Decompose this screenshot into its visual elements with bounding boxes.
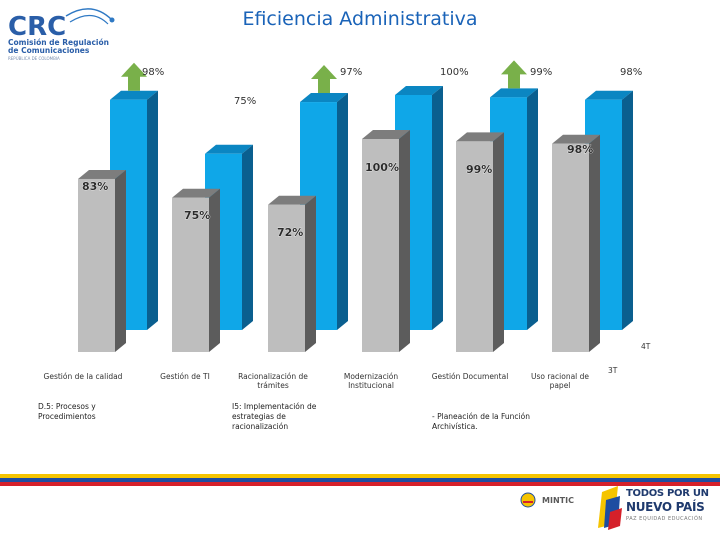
gray-bar-1 (172, 197, 209, 352)
note-processes: D.5: Procesos y Procedimientos (38, 402, 96, 421)
gray-value-label-0: 83% (82, 180, 108, 193)
note-rationalization: I5: Implementación de estrategias de rac… (232, 402, 317, 431)
page-title: Eficiencia Administrativa (242, 8, 478, 30)
mintic-logo: MINTIC (520, 492, 574, 508)
gray-value-label-3: 100% (365, 161, 399, 174)
blue-bar-top-4 (490, 88, 538, 98)
gray-bar-3 (362, 139, 399, 352)
blue-value-label-4: 99% (530, 67, 552, 78)
blue-value-label-1: 75% (234, 96, 256, 107)
gray-value-label-2: 72% (277, 226, 303, 239)
gray-bar-side-4 (493, 132, 504, 352)
category-label-3: Modernización Institucional (343, 372, 399, 391)
gov-logo: TODOS POR UN NUEVO PAÍS PAZ EQUIDAD EDUC… (596, 484, 716, 532)
gray-bar-top-3 (362, 130, 410, 139)
blue-bar-side-3 (432, 86, 443, 330)
footer-stripe-red (0, 482, 720, 486)
blue-bar-top-2 (300, 93, 348, 103)
gray-bar-side-1 (209, 188, 220, 352)
up-arrow-icon-0 (121, 62, 147, 91)
category-label-0: Gestión de la calidad (43, 372, 123, 381)
up-arrow-icon-2 (311, 65, 337, 94)
blue-value-label-5: 98% (620, 67, 642, 78)
gray-bar-side-5 (589, 134, 600, 352)
blue-bar-top-1 (205, 144, 253, 154)
gov-line3: PAZ EQUIDAD EDUCACIÓN (626, 516, 703, 522)
axis-label-3t: 3T (608, 366, 618, 375)
blue-bar-top-3 (395, 86, 443, 95)
footer-stripe-yellow (0, 474, 720, 478)
blue-value-label-2: 97% (340, 67, 362, 78)
crc-logo: CRC Comisión de Regulación de Comunicaci… (4, 2, 134, 66)
category-label-1: Gestión de TI (160, 372, 210, 381)
gray-bar-side-0 (115, 169, 126, 352)
gray-bar-top-5 (552, 134, 600, 144)
gov-flag-icon (598, 486, 622, 530)
blue-bar-side-0 (147, 90, 158, 330)
mintic-text: MINTIC (542, 495, 574, 505)
blue-bar-side-2 (337, 93, 348, 330)
gray-bar-0 (78, 178, 115, 352)
gray-value-label-4: 99% (466, 163, 492, 176)
gray-bar-top-1 (172, 188, 220, 198)
gray-bar-top-4 (456, 132, 504, 142)
gov-line1: TODOS POR UN (626, 488, 709, 499)
gov-line2: NUEVO PAÍS (626, 500, 705, 514)
gray-bar-5 (552, 143, 589, 352)
logo-org-line3: REPÚBLICA DE COLOMBIA (8, 56, 60, 61)
gray-bar-2 (268, 204, 305, 352)
note-archival: - Planeación de la Función Archivística. (432, 412, 530, 431)
category-label-5: Uso racional de papel (530, 372, 590, 391)
logo-text: CRC (8, 12, 66, 42)
gray-bar-4 (456, 141, 493, 352)
blue-bar-side-4 (527, 88, 538, 330)
up-arrow-icon-4 (501, 60, 527, 89)
logo-org-line1: Comisión de Regulación (8, 38, 109, 47)
footer-stripe-blue (0, 478, 720, 482)
gray-bar-top-0 (78, 169, 126, 179)
gray-value-label-1: 75% (184, 209, 210, 222)
blue-value-label-0: 98% (142, 67, 164, 78)
blue-bar-top-5 (585, 90, 633, 100)
logo-org-line2: de Comunicaciones (8, 46, 90, 55)
gray-value-label-5: 98% (567, 143, 593, 156)
gray-bar-top-2 (268, 195, 316, 205)
category-label-4: Gestión Documental (431, 372, 509, 381)
axis-label-4t: 4T (641, 342, 651, 351)
blue-bar-top-0 (110, 90, 158, 100)
blue-value-label-3: 100% (440, 67, 469, 78)
colombia-seal-icon (520, 492, 536, 508)
gray-bar-side-2 (305, 195, 316, 352)
gray-bar-side-3 (399, 130, 410, 352)
category-label-2: Racionalización de trámites (238, 372, 308, 391)
blue-bar-side-5 (622, 90, 633, 330)
blue-bar-side-1 (242, 144, 253, 330)
